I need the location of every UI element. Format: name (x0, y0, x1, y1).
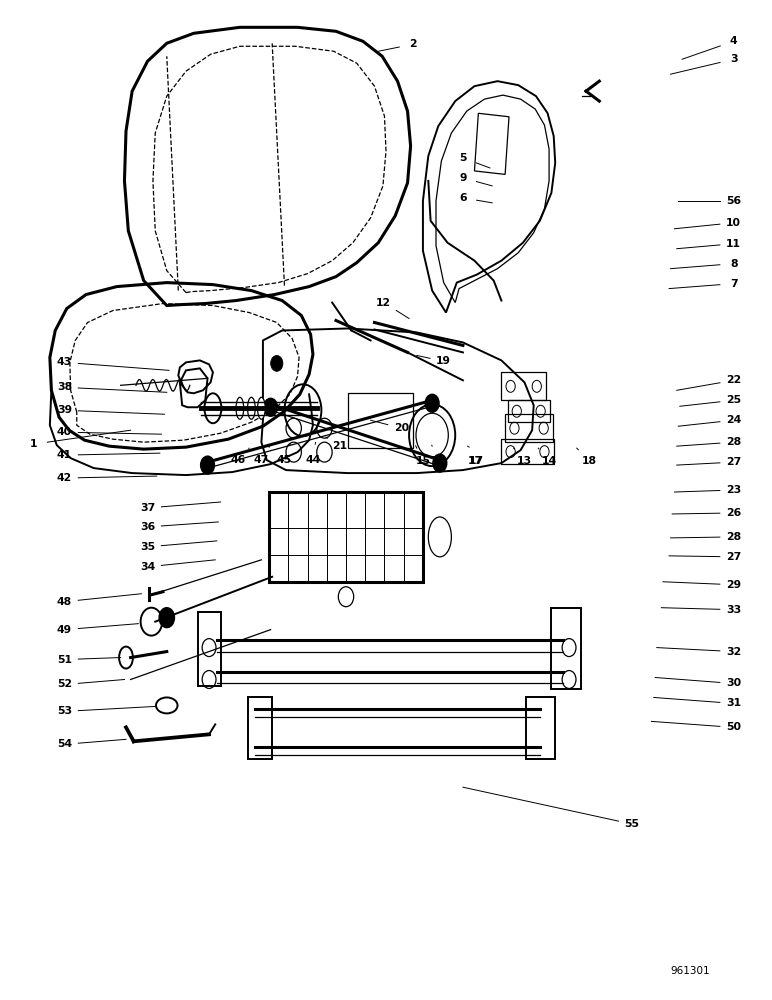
Text: 6: 6 (459, 193, 467, 203)
Circle shape (201, 456, 215, 474)
Bar (475, 113, 509, 174)
Text: 31: 31 (726, 698, 741, 708)
Text: 56: 56 (726, 196, 741, 206)
Text: 29: 29 (726, 580, 741, 590)
Bar (248, 697, 273, 759)
Circle shape (425, 394, 439, 412)
Bar (347, 393, 413, 448)
Bar (526, 697, 555, 759)
Text: 10: 10 (726, 218, 741, 228)
Text: 2: 2 (409, 39, 417, 49)
Text: 39: 39 (57, 405, 72, 415)
Text: 52: 52 (57, 679, 72, 689)
Text: 48: 48 (57, 597, 72, 607)
Text: 38: 38 (57, 382, 72, 392)
Text: 7: 7 (730, 279, 737, 289)
Text: 32: 32 (726, 647, 741, 657)
Text: 14: 14 (541, 456, 557, 466)
Text: 50: 50 (726, 722, 741, 732)
Text: 11: 11 (726, 239, 741, 249)
Circle shape (264, 398, 278, 416)
Text: 17: 17 (469, 456, 484, 466)
Bar (501, 372, 546, 400)
Text: 25: 25 (726, 395, 741, 405)
Text: 13: 13 (517, 456, 532, 466)
Text: 26: 26 (726, 508, 741, 518)
Text: 36: 36 (140, 522, 155, 532)
Text: 21: 21 (332, 441, 347, 451)
Text: 55: 55 (625, 819, 640, 829)
Text: 49: 49 (57, 625, 72, 635)
Text: 37: 37 (140, 503, 155, 513)
Text: 18: 18 (581, 456, 597, 466)
Text: 19: 19 (436, 356, 451, 366)
Text: 961301: 961301 (670, 966, 709, 976)
Bar (507, 400, 550, 422)
Text: 42: 42 (57, 473, 72, 483)
Ellipse shape (248, 397, 256, 419)
Circle shape (433, 454, 447, 472)
Text: 53: 53 (57, 706, 72, 716)
Bar (501, 439, 554, 464)
Text: 46: 46 (231, 455, 246, 465)
Text: 27: 27 (726, 552, 741, 562)
Text: 45: 45 (277, 455, 292, 465)
Text: 12: 12 (376, 298, 391, 308)
Bar (198, 612, 221, 686)
Text: 30: 30 (726, 678, 741, 688)
Text: 1: 1 (30, 439, 38, 449)
Ellipse shape (236, 397, 244, 419)
Text: 22: 22 (726, 375, 741, 385)
Ellipse shape (258, 397, 266, 419)
Bar (269, 492, 423, 582)
Text: 43: 43 (57, 357, 72, 367)
Text: 24: 24 (726, 415, 741, 425)
Text: 27: 27 (726, 457, 741, 467)
Text: 5: 5 (459, 153, 466, 163)
Text: 41: 41 (57, 450, 72, 460)
Text: 8: 8 (730, 259, 737, 269)
Text: 44: 44 (305, 455, 320, 465)
Text: 23: 23 (726, 485, 741, 495)
Text: 47: 47 (254, 455, 269, 465)
Text: 54: 54 (57, 739, 72, 749)
Text: 17: 17 (468, 456, 482, 466)
Text: 28: 28 (726, 437, 741, 447)
Text: 33: 33 (726, 605, 741, 615)
Text: 51: 51 (57, 655, 72, 665)
Text: 15: 15 (415, 456, 431, 466)
Text: 40: 40 (57, 427, 72, 437)
Text: 16: 16 (431, 456, 446, 466)
Text: 28: 28 (726, 532, 741, 542)
Text: 9: 9 (459, 173, 466, 183)
Bar (551, 608, 581, 689)
Text: 35: 35 (140, 542, 155, 552)
Text: 20: 20 (394, 423, 409, 433)
Text: 4: 4 (730, 36, 737, 46)
Text: 34: 34 (140, 562, 155, 572)
Circle shape (271, 355, 283, 371)
Text: 3: 3 (730, 54, 737, 64)
Circle shape (159, 608, 174, 628)
Bar (505, 414, 553, 442)
